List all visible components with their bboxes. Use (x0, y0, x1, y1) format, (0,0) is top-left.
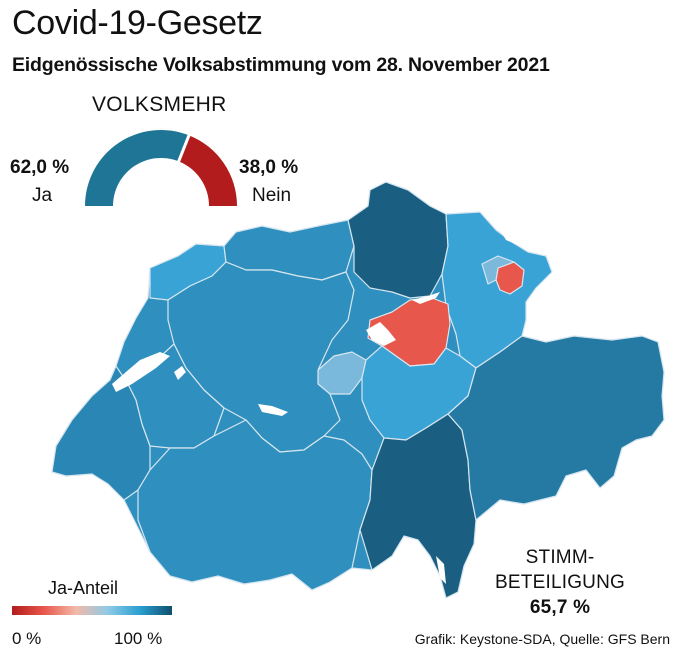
lake-neuchatel (174, 366, 186, 380)
gauge-yes-arc (85, 129, 189, 206)
no-label: Nein (252, 185, 292, 206)
gauge-no-arc (178, 135, 237, 206)
lake-constance (500, 230, 534, 248)
page-subtitle: Eidgenössische Volksabstimmung vom 28. N… (12, 54, 550, 76)
turnout-box: STIMM- BETEILIGUNG 65,7 % (495, 545, 625, 620)
turnout-line2: BETEILIGUNG (495, 572, 625, 593)
yes-percent: 62,0 % (10, 157, 70, 178)
canton-appenzell-ausserrhoden[interactable] (481, 255, 515, 285)
canton-zurich[interactable] (347, 181, 449, 299)
yes-label: Ja (32, 185, 53, 206)
no-percent: 38,0 % (239, 157, 299, 178)
legend-gradient-bar (12, 606, 172, 615)
lake-zurich (412, 292, 440, 304)
turnout-value: 65,7 % (529, 597, 591, 618)
lake-thun (258, 404, 288, 416)
lake-lucerne (366, 322, 396, 346)
gauge-divider (176, 133, 191, 163)
page-title: Covid-19-Gesetz (12, 4, 263, 42)
canton-ticino[interactable] (359, 413, 477, 599)
turnout-line1: STIMM- (525, 547, 595, 568)
legend-min-label: 0 % (12, 629, 42, 648)
legend-title: Ja-Anteil (48, 578, 119, 598)
lake-maggiore (436, 556, 446, 584)
canton-graubuenden[interactable] (447, 335, 665, 521)
lake-geneva (112, 352, 170, 392)
lakes (112, 230, 534, 584)
volksmehr-label: VOLKSMEHR (92, 93, 227, 116)
source-credit: Grafik: Keystone-SDA, Quelle: GFS Bern (414, 631, 670, 647)
legend-max-label: 100 % (114, 629, 163, 648)
canton-appenzell-innerrhoden[interactable] (495, 261, 525, 295)
volksmehr-gauge (85, 129, 237, 206)
canton-map-group (51, 181, 665, 599)
